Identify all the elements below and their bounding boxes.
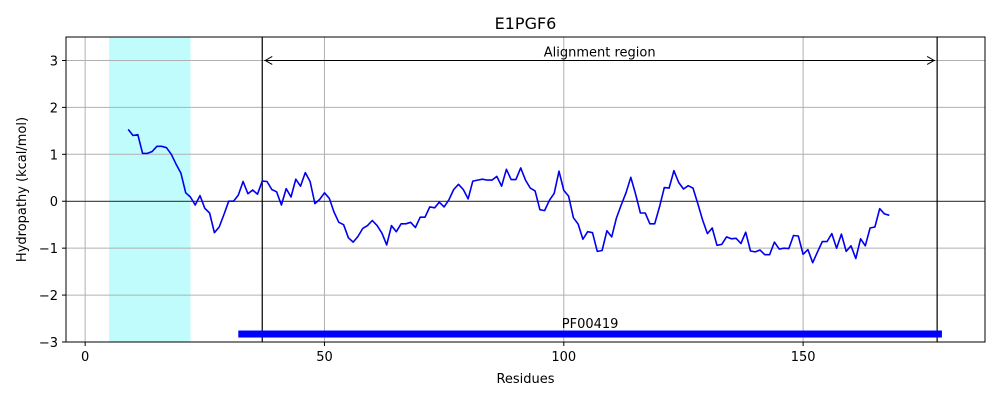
y-tick-label: −2: [39, 289, 58, 304]
y-tick-label: 0: [50, 195, 58, 210]
plot-frame: [65, 36, 986, 343]
x-tick-label: 50: [316, 350, 333, 365]
x-tick-label: 150: [791, 350, 816, 365]
domain-label: PF00419: [562, 317, 619, 332]
highlight-region: [109, 37, 191, 342]
plot-background: [66, 37, 985, 342]
y-tick-label: −1: [39, 242, 58, 257]
y-tick-label: −3: [39, 336, 58, 351]
y-tick-label: 1: [50, 148, 58, 163]
y-tick-label: 3: [50, 54, 58, 69]
alignment-region-label: Alignment region: [544, 45, 656, 60]
alignment-arrow-left-head: [264, 56, 273, 65]
axis-ticks: 0 50 100 150 −3 −2 −1 0 1 2 3: [39, 54, 816, 365]
x-tick-label: 100: [551, 350, 576, 365]
plot-area: [66, 37, 985, 342]
alignment-arrow-right-head: [926, 56, 936, 65]
hydropathy-series-line: [127, 128, 890, 264]
x-axis-label: Residues: [496, 372, 554, 387]
chart-marks: Alignment region PF00419: [66, 37, 985, 342]
chart-title: E1PGF6: [495, 14, 557, 33]
y-axis-label: Hydropathy (kcal/mol): [15, 117, 30, 262]
x-tick-label: 0: [81, 350, 89, 365]
y-tick-label: 2: [50, 101, 58, 116]
domain-bar: [238, 330, 942, 338]
